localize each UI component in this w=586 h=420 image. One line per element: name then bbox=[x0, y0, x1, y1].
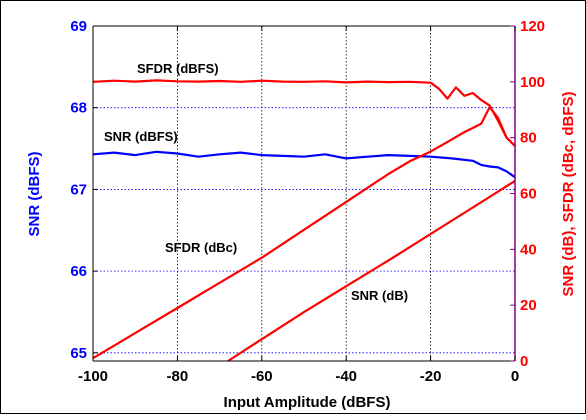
y-left-tick-label: 67 bbox=[70, 181, 87, 198]
y-right-tick-label: 0 bbox=[520, 353, 528, 370]
x-tick-label: -80 bbox=[167, 368, 189, 385]
y-right-tick-label: 40 bbox=[520, 241, 537, 258]
grid bbox=[93, 26, 515, 361]
y-left-tick-label: 69 bbox=[70, 18, 87, 35]
x-tick-label: -100 bbox=[78, 368, 108, 385]
series-line-snr-db bbox=[227, 179, 516, 362]
y-right-tick-label: 20 bbox=[520, 297, 537, 314]
series-layer bbox=[92, 79, 516, 362]
x-axis-label: Input Amplitude (dBFS) bbox=[224, 394, 391, 411]
series-line-snr-dbfs bbox=[92, 150, 516, 179]
series-line-sfdr-dbc bbox=[92, 105, 516, 360]
y-left-tick-label: 65 bbox=[70, 345, 87, 362]
y-left-tick-label: 66 bbox=[70, 263, 87, 280]
annotation-sfdr-dbc: SFDR (dBc) bbox=[165, 240, 237, 255]
annotation-snr-dbfs: SNR (dBFS) bbox=[104, 129, 178, 144]
plot-area bbox=[93, 26, 515, 361]
y-right-tick-label: 80 bbox=[520, 130, 537, 147]
y-left-tick-label: 68 bbox=[70, 100, 87, 117]
y-right-tick-label: 60 bbox=[520, 186, 537, 203]
series-line-sfdr-dbfs bbox=[92, 79, 516, 147]
y-right-tick-label: 100 bbox=[520, 74, 545, 91]
x-tick-label: -40 bbox=[335, 368, 357, 385]
y-axis-label-right: SNR (dB), SFDR (dBc, dBFS) bbox=[560, 92, 577, 297]
y-axis-label-left: SNR (dBFS) bbox=[26, 152, 43, 237]
annotation-snr-db: SNR (dB) bbox=[351, 288, 408, 303]
y-right-tick-label: 120 bbox=[520, 18, 545, 35]
x-tick-label: -20 bbox=[420, 368, 442, 385]
x-tick-label: 0 bbox=[511, 368, 519, 385]
tick-labels: -100 -80 -60 -40 -20 0 65 66 67 68 69 0 20 40 60 80 100 1… bbox=[70, 18, 545, 385]
annotation-sfdr-dbfs: SFDR (dBFS) bbox=[137, 61, 219, 76]
x-tick-label: -60 bbox=[251, 368, 273, 385]
